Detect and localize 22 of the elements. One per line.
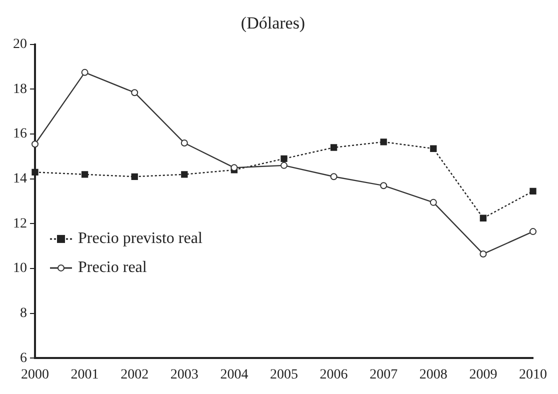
x-tick-label: 2003 xyxy=(170,367,198,382)
x-tick-label: 2004 xyxy=(220,367,248,382)
y-tick-label: 18 xyxy=(13,82,27,97)
y-tick-label: 6 xyxy=(20,350,27,366)
x-tick-label: 2001 xyxy=(70,367,99,382)
y-tick-label: 10 xyxy=(13,261,27,276)
legend-label: Precio previsto real xyxy=(78,230,203,248)
y-tick-label: 16 xyxy=(13,126,27,142)
chart-title: (Dólares) xyxy=(240,14,306,33)
x-tick-label: 2010 xyxy=(519,367,547,382)
y-tick-label: 8 xyxy=(20,306,27,322)
x-tick-label: 2002 xyxy=(120,367,149,382)
x-tick-label: 2009 xyxy=(469,367,498,382)
x-tick-label: 2006 xyxy=(320,367,348,382)
legend-label: Precio real xyxy=(78,259,148,276)
y-tick-label: 14 xyxy=(13,172,27,187)
y-tick-label: 20 xyxy=(13,37,27,52)
y-tick-label: 12 xyxy=(13,216,27,232)
x-tick-label: 2008 xyxy=(419,367,448,382)
x-tick-label: 2000 xyxy=(21,367,49,382)
x-tick-label: 2005 xyxy=(270,367,298,382)
x-tick-label: 2007 xyxy=(370,367,398,382)
